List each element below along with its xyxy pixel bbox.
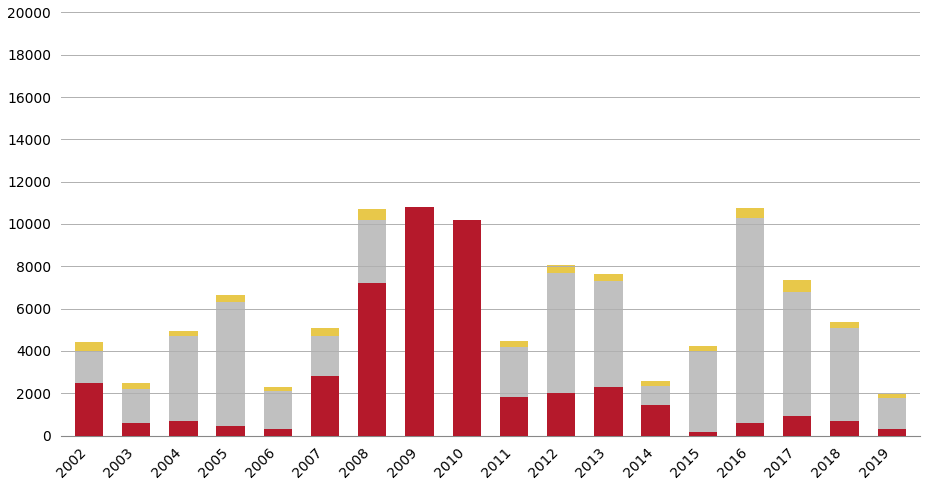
Bar — [689, 351, 717, 435]
Bar — [358, 220, 387, 435]
Bar — [641, 405, 670, 435]
Bar — [500, 347, 528, 435]
Bar — [217, 426, 245, 435]
Bar — [75, 351, 103, 435]
Bar — [405, 372, 434, 435]
Bar — [263, 387, 292, 391]
Bar — [75, 342, 103, 351]
Bar — [217, 295, 245, 302]
Bar — [217, 302, 245, 435]
Bar — [689, 432, 717, 435]
Bar — [831, 328, 858, 435]
Bar — [311, 336, 339, 435]
Bar — [170, 336, 197, 435]
Bar — [641, 380, 670, 386]
Bar — [263, 429, 292, 435]
Bar — [878, 398, 906, 435]
Bar — [831, 421, 858, 435]
Bar — [358, 283, 387, 435]
Bar — [122, 383, 150, 389]
Bar — [122, 423, 150, 435]
Bar — [263, 391, 292, 435]
Bar — [500, 341, 528, 347]
Bar — [783, 416, 811, 435]
Bar — [547, 273, 576, 435]
Bar — [170, 331, 197, 336]
Bar — [689, 346, 717, 351]
Bar — [783, 280, 811, 292]
Bar — [736, 218, 764, 435]
Bar — [75, 383, 103, 435]
Bar — [405, 207, 434, 435]
Bar — [831, 322, 858, 328]
Bar — [783, 292, 811, 435]
Bar — [547, 393, 576, 435]
Bar — [452, 347, 481, 435]
Bar — [500, 397, 528, 435]
Bar — [594, 274, 623, 281]
Bar — [594, 387, 623, 435]
Bar — [405, 361, 434, 372]
Bar — [547, 265, 576, 273]
Bar — [594, 281, 623, 435]
Bar — [736, 208, 764, 218]
Bar — [641, 386, 670, 435]
Bar — [736, 423, 764, 435]
Bar — [122, 389, 150, 435]
Bar — [452, 333, 481, 347]
Bar — [878, 394, 906, 398]
Bar — [878, 429, 906, 435]
Bar — [311, 376, 339, 435]
Bar — [358, 209, 387, 220]
Bar — [311, 328, 339, 336]
Bar — [452, 220, 481, 435]
Bar — [170, 421, 197, 435]
